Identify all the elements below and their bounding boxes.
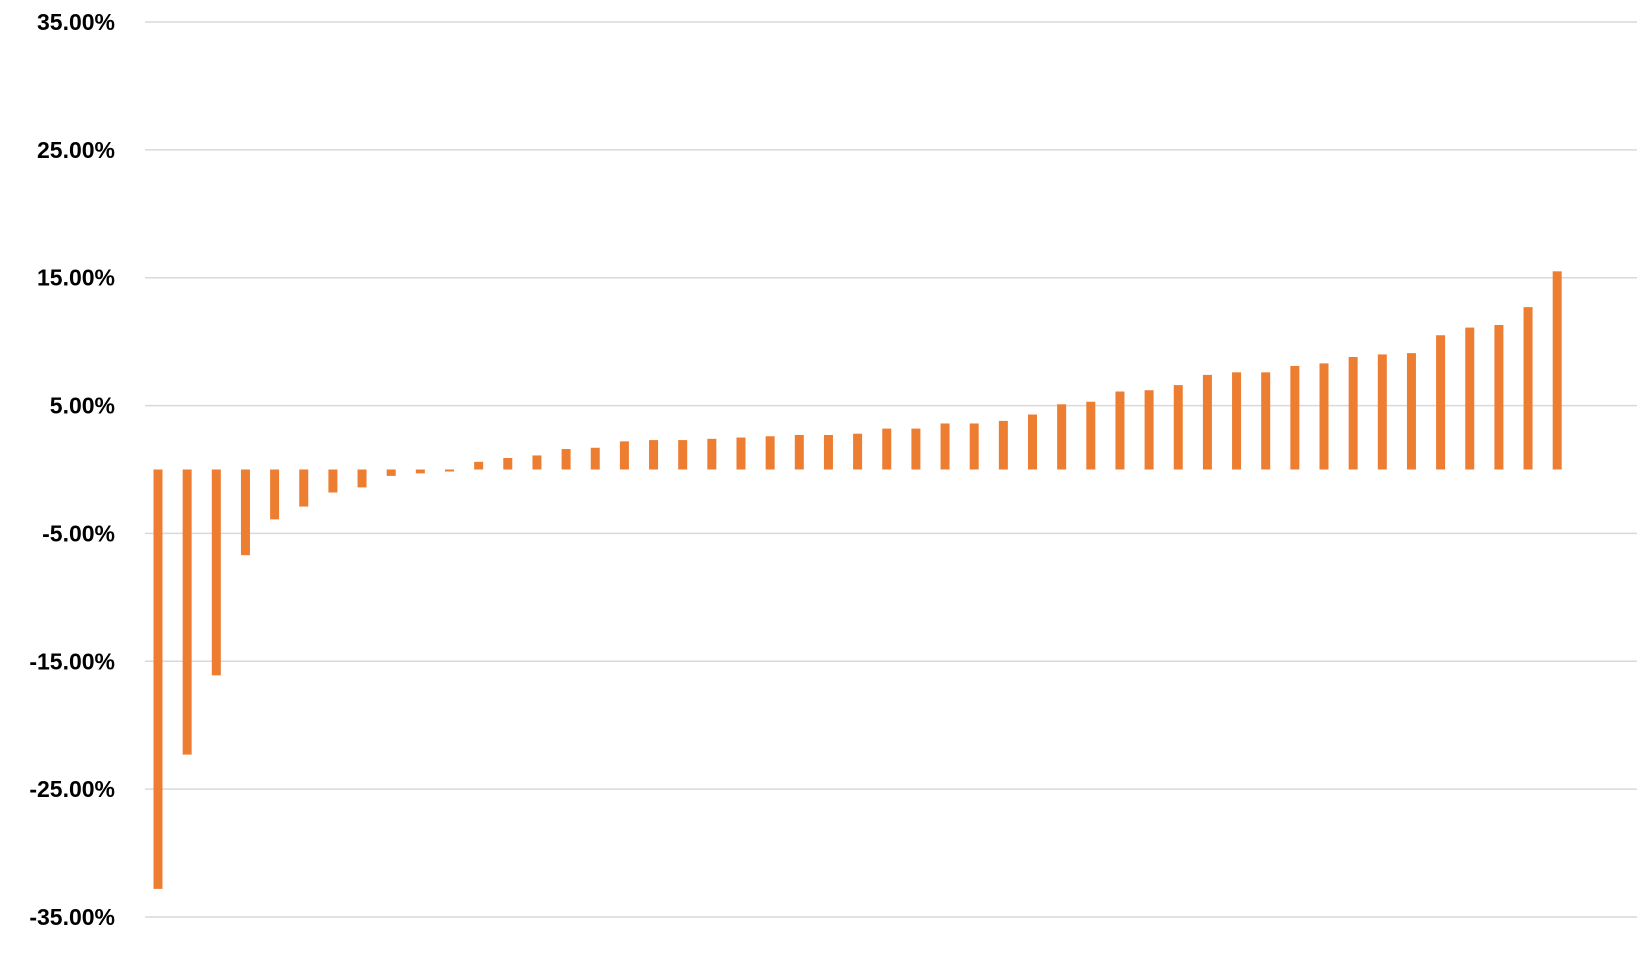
y-tick-label: -35.00% xyxy=(29,904,115,930)
y-tick-label: 15.00% xyxy=(37,265,115,291)
bar xyxy=(1261,372,1271,470)
bar xyxy=(1202,374,1212,470)
y-tick-label: -25.00% xyxy=(29,776,115,802)
bars xyxy=(153,271,1562,889)
bar xyxy=(474,461,484,470)
bar xyxy=(299,469,309,507)
bar xyxy=(532,455,542,470)
bar xyxy=(1028,414,1037,470)
y-tick-label: -5.00% xyxy=(42,520,115,546)
bar xyxy=(1173,385,1183,470)
bar xyxy=(1436,335,1446,470)
bar xyxy=(415,469,425,474)
y-tick-label: 35.00% xyxy=(37,9,115,35)
bar xyxy=(211,469,221,676)
bar xyxy=(911,428,921,470)
bar xyxy=(1057,404,1067,470)
bar xyxy=(1552,271,1562,470)
bar xyxy=(940,423,950,470)
y-tick-label: -15.00% xyxy=(29,648,115,674)
bar xyxy=(328,469,338,493)
bar xyxy=(270,469,280,520)
bar xyxy=(707,438,717,470)
bar xyxy=(1348,356,1358,470)
bar xyxy=(1319,363,1329,470)
bar xyxy=(445,469,454,472)
bar xyxy=(1523,307,1533,470)
bar xyxy=(1465,327,1475,470)
bar xyxy=(182,469,192,755)
bar xyxy=(386,469,396,476)
bar xyxy=(736,437,746,470)
bar xyxy=(590,447,600,470)
gridlines xyxy=(145,21,1637,918)
bar xyxy=(823,434,833,470)
bar xyxy=(649,440,659,470)
bar xyxy=(765,436,775,470)
bar xyxy=(1494,325,1504,470)
bar xyxy=(153,469,163,889)
bar xyxy=(1144,390,1154,470)
bar xyxy=(882,428,892,470)
bar xyxy=(1115,391,1125,470)
bar xyxy=(1406,353,1416,470)
y-axis-labels: 35.00% 25.00% 15.00% 5.00% -5.00% -15.00% -25.… xyxy=(29,9,115,930)
y-tick-label: 25.00% xyxy=(37,137,115,163)
bar xyxy=(969,423,979,470)
bar xyxy=(998,420,1008,470)
bar xyxy=(1377,354,1387,470)
bar xyxy=(853,433,863,470)
bar xyxy=(1290,365,1300,470)
bar xyxy=(619,441,629,470)
bar xyxy=(678,440,688,470)
bar xyxy=(561,449,571,470)
bar xyxy=(240,469,250,556)
bar xyxy=(357,469,367,488)
y-tick-label: 5.00% xyxy=(50,393,115,419)
bar xyxy=(1086,401,1096,470)
bar xyxy=(1232,372,1242,470)
bar xyxy=(503,457,513,470)
bar xyxy=(794,434,804,470)
